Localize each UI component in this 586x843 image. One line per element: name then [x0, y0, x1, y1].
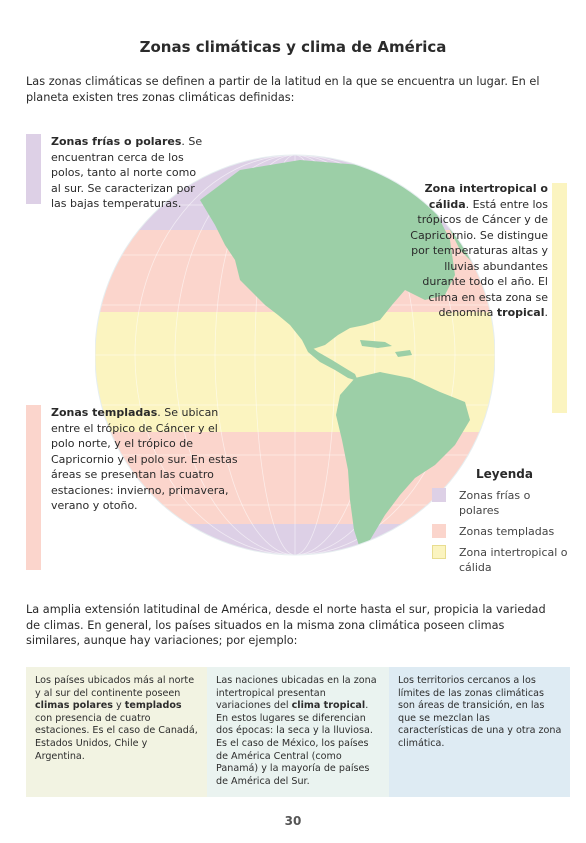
box3-text: Los territorios cercanos a los límites d…	[398, 675, 562, 749]
tropical-climate-term: tropical	[496, 306, 545, 319]
polar-zone-description: . Se encuentran cerca de los polos, tant…	[51, 135, 203, 210]
box1-bold-temperate: templados	[124, 700, 182, 712]
legend-label-temperate: Zonas templadas	[459, 525, 555, 538]
polar-zone-heading: Zonas frías o polares	[51, 135, 182, 148]
page-number: 30	[284, 814, 302, 828]
box1-bold-polar: climas polares	[35, 700, 113, 712]
temperate-zone-text: Zonas templadas. Se ubican entre el tróp…	[51, 405, 241, 514]
box2-bold-tropical: clima tropical	[291, 700, 366, 712]
example-box-tropical: Las naciones ubicadas en la zona intertr…	[207, 667, 389, 797]
legend-swatch-polar	[432, 488, 446, 502]
legend-swatch-tropical	[432, 545, 446, 559]
box1-text-c: y	[112, 700, 125, 712]
tropical-zone-end: .	[544, 306, 549, 319]
example-box-transition: Los territorios cercanos a los límites d…	[389, 667, 570, 797]
polar-color-bar	[26, 134, 41, 204]
tropical-color-bar	[552, 183, 567, 413]
central-america-landmass	[302, 340, 358, 381]
south-america-landmass	[336, 372, 470, 555]
legend-swatch-temperate	[432, 524, 446, 538]
tropical-zone-description: . Está entre los trópicos de Cáncer y de…	[410, 197, 548, 320]
tropical-zone-text: Zona intertropical o cálida. Está entre …	[405, 181, 548, 321]
box1-text-d: con presencia de cuatro estaciones. Es e…	[35, 712, 198, 762]
legend-label-polar: Zonas frías o polares	[459, 489, 531, 517]
temperate-zone-heading: Zonas templadas	[51, 406, 158, 419]
page-title: Zonas climáticas y clima de América	[139, 38, 447, 56]
globe-map	[95, 154, 495, 556]
box2-text-a: Las naciones ubicadas en la zona intertr…	[216, 675, 377, 712]
intro-paragraph: Las zonas climáticas se definen a partir…	[26, 75, 540, 104]
north-america-landmass	[200, 160, 455, 350]
tropical-zone-heading: Zona intertropical o cálida	[424, 182, 548, 211]
box1-text-a: Los países ubicados más al norte y al su…	[35, 675, 195, 699]
variety-paragraph: La amplia extensión latitudinal de Améri…	[26, 603, 546, 647]
legend-label-tropical: Zona intertropical o cálida	[459, 546, 568, 574]
box2-text-c: . En estos lugares se diferencian dos ép…	[216, 700, 373, 787]
temperate-color-bar	[26, 405, 41, 570]
example-box-polar-temperate: Los países ubicados más al norte y al su…	[26, 667, 207, 797]
polar-zone-text: Zonas frías o polares. Se encuentran cer…	[51, 134, 206, 212]
legend-title: Leyenda	[476, 467, 533, 481]
temperate-zone-description: . Se ubican entre el trópico de Cáncer y…	[51, 406, 238, 512]
caribbean-islands	[360, 340, 412, 357]
